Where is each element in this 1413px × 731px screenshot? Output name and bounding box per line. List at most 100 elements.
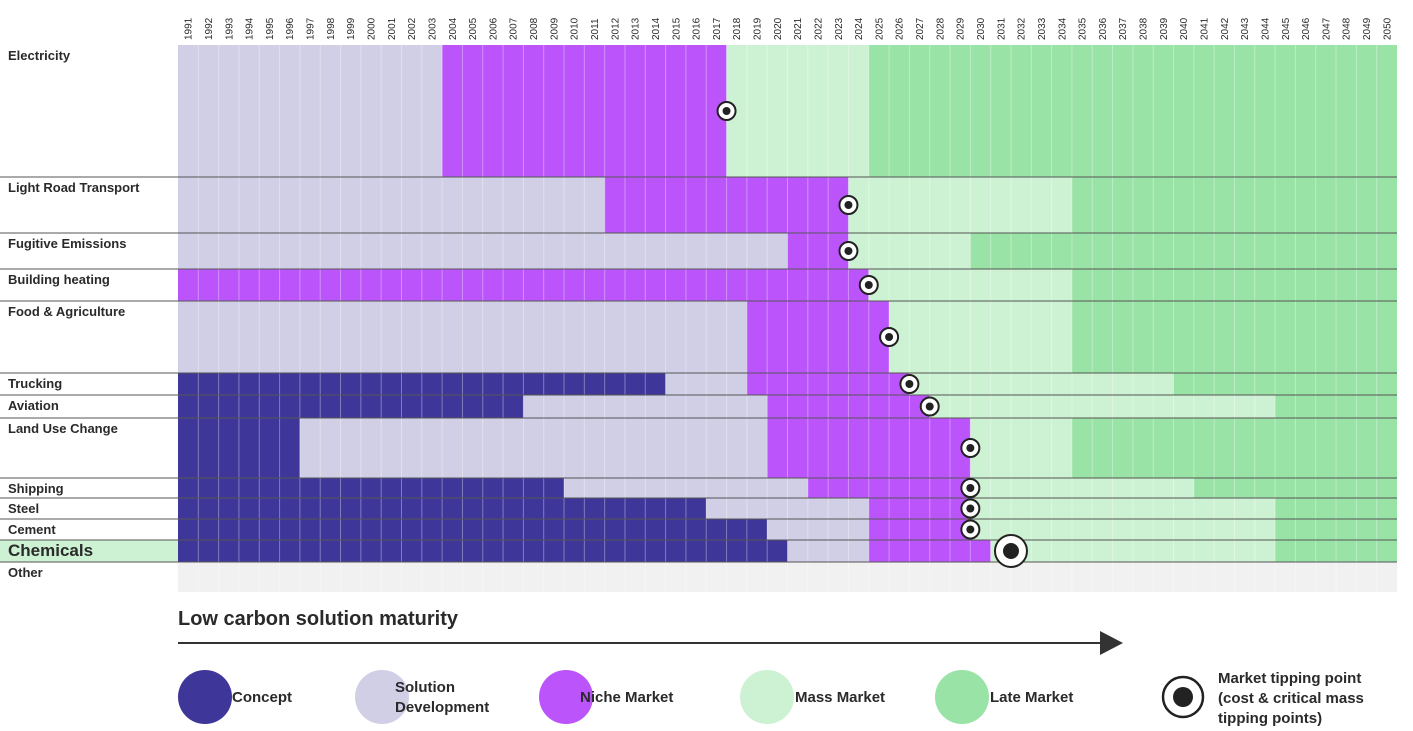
phase-span	[442, 45, 727, 177]
year-label: 1994	[245, 17, 256, 40]
phase-span	[1275, 540, 1397, 562]
year-label: 2007	[509, 17, 520, 40]
year-label: 2039	[1159, 17, 1170, 40]
year-label: 2010	[570, 17, 581, 40]
legend-swatch	[740, 670, 794, 724]
year-label: 2004	[448, 17, 459, 40]
year-label: 1997	[306, 17, 317, 40]
tipping-dot	[966, 484, 975, 492]
tipping-dot	[844, 201, 853, 209]
tipping-dot	[722, 107, 731, 115]
legend-label: Development	[395, 699, 489, 716]
year-label: 2030	[976, 17, 987, 40]
year-label: 2006	[488, 17, 499, 40]
sector-label: Shipping	[8, 481, 64, 496]
year-label: 2034	[1057, 17, 1068, 40]
year-label: 2050	[1382, 17, 1393, 40]
year-label: 2033	[1037, 17, 1048, 40]
year-label: 2041	[1199, 17, 1210, 40]
phase-span	[1071, 301, 1397, 373]
phase-span	[787, 540, 869, 562]
year-label: 1996	[285, 17, 296, 40]
phase-span	[970, 233, 1397, 269]
label-highlight	[0, 540, 178, 562]
sector-label: Building heating	[8, 272, 110, 287]
phase-span	[178, 418, 300, 478]
phase-span	[970, 519, 1276, 540]
year-label: 2049	[1362, 17, 1373, 40]
year-label: 2035	[1078, 17, 1089, 40]
year-label: 2017	[712, 17, 723, 40]
tipping-point	[960, 498, 981, 519]
year-label: 2043	[1240, 17, 1251, 40]
sector-label: Fugitive Emissions	[8, 236, 126, 251]
year-label: 2012	[610, 17, 621, 40]
phase-span	[868, 45, 1397, 177]
year-label: 2015	[671, 17, 682, 40]
year-label: 2024	[854, 17, 865, 40]
phase-span	[178, 269, 869, 301]
phase-span	[909, 373, 1174, 395]
phase-span	[1275, 395, 1397, 418]
year-label: 2008	[529, 17, 540, 40]
phase-span	[868, 498, 971, 519]
phase-span	[178, 301, 747, 373]
phase-span	[1071, 418, 1397, 478]
year-label: 2001	[387, 17, 398, 40]
year-label: 2000	[367, 17, 378, 40]
year-label: 2022	[813, 17, 824, 40]
year-label: 2038	[1139, 17, 1150, 40]
phase-span	[746, 301, 890, 373]
year-label: 2016	[692, 17, 703, 40]
tipping-point	[899, 374, 920, 394]
tipping-point	[838, 195, 859, 215]
phase-span	[767, 395, 930, 418]
year-label: 2029	[956, 17, 967, 40]
phase-span	[706, 498, 869, 519]
phase-span	[848, 177, 1072, 233]
year-label: 2021	[793, 17, 804, 40]
phase-span	[178, 373, 666, 395]
phase-span	[970, 498, 1276, 519]
tipping-point	[960, 519, 981, 540]
year-label: 1999	[346, 17, 357, 40]
year-label: 2047	[1321, 17, 1332, 40]
tipping-point	[879, 327, 900, 347]
legend-label: Mass Market	[795, 689, 885, 706]
legend-label: Solution	[395, 679, 455, 696]
tipping-point	[993, 534, 1028, 568]
sector-label: Chemicals	[8, 541, 93, 560]
year-label: 2023	[834, 17, 845, 40]
year-label: 2040	[1179, 17, 1190, 40]
year-label: 2031	[996, 17, 1007, 40]
sector-label: Steel	[8, 501, 39, 516]
year-label: 2036	[1098, 17, 1109, 40]
sector-label: Cement	[8, 522, 56, 537]
tipping-dot	[966, 525, 975, 534]
axis-title: Low carbon solution maturity	[178, 608, 459, 630]
tipping-legend-label: Market tipping point	[1218, 670, 1361, 687]
phase-span	[299, 418, 768, 478]
sector-label: Light Road Transport	[8, 180, 140, 195]
phase-span	[1173, 373, 1397, 395]
tipping-legend-label: (cost & critical mass	[1218, 690, 1364, 707]
tipping-dot	[905, 380, 914, 388]
phase-span	[665, 373, 747, 395]
sector-label: Electricity	[8, 48, 71, 63]
phase-span	[746, 373, 910, 395]
phase-span	[807, 478, 971, 498]
phase-span	[929, 395, 1276, 418]
phase-span	[178, 498, 707, 519]
year-label: 2027	[915, 17, 926, 40]
year-label: 2048	[1342, 17, 1353, 40]
tipping-dot	[885, 333, 894, 341]
year-label: 2026	[895, 17, 906, 40]
year-label: 2014	[651, 17, 662, 40]
legend-swatch	[178, 670, 232, 724]
phase-span	[970, 418, 1072, 478]
phase-span	[848, 233, 971, 269]
tipping-point	[838, 241, 859, 261]
year-label: 2009	[549, 17, 560, 40]
tipping-dot	[864, 281, 873, 289]
